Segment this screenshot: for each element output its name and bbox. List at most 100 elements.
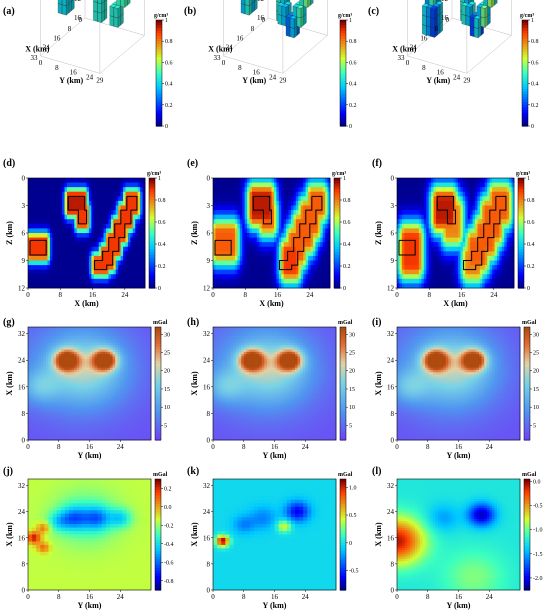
heatmap-cell [125, 246, 129, 252]
heatmap-cell [37, 246, 41, 252]
heatmap-cell [409, 210, 413, 216]
heatmap-cell [418, 178, 422, 183]
heatmap-cell [445, 269, 449, 275]
heatmap-cell [445, 278, 449, 284]
colorbar-swatch [340, 118, 346, 122]
heatmap-cell [213, 187, 216, 193]
voxel [240, 3, 246, 15]
heatmap-cell [489, 200, 493, 206]
heatmap-cell [30, 228, 34, 234]
box-edge [282, 35, 328, 74]
heatmap-cell [317, 187, 321, 193]
heatmap-cell [110, 187, 114, 193]
heatmap-cell [494, 242, 498, 248]
heatmap-cell [74, 242, 78, 248]
heatmap-cell [91, 251, 95, 257]
heatmap-cell [499, 278, 503, 284]
heatmap-cell [423, 269, 427, 275]
heatmap-cell [249, 223, 253, 229]
heatmap-cell [397, 196, 400, 202]
heatmap-cell [457, 205, 461, 211]
heatmap-cell [506, 255, 510, 261]
heatmap-cell [276, 187, 280, 193]
colorbar-tick-label: 0 [531, 124, 534, 130]
heatmap-cell [414, 265, 417, 271]
heatmap-cell [428, 178, 432, 183]
colorbar-swatch [340, 57, 346, 61]
heatmap-cell [254, 283, 258, 289]
heatmap-cell [220, 200, 224, 206]
heatmap-cell [409, 228, 413, 234]
colorbar-tick-label: 0.8 [531, 39, 539, 45]
heatmap-cell [278, 274, 282, 280]
heatmap-cell [115, 274, 119, 280]
heatmap-cell [215, 246, 219, 252]
heatmap-cell [421, 191, 425, 197]
heatmap-cell [93, 237, 97, 243]
heatmap-cell [59, 223, 63, 229]
heatmap-cell [460, 242, 464, 248]
heatmap-cell [225, 187, 229, 193]
heatmap-cell [137, 205, 141, 211]
colorbar-unit: g/cm³ [516, 171, 530, 177]
heatmap-cell [106, 274, 109, 280]
heatmap-cell [448, 246, 452, 252]
heatmap-cell [472, 196, 476, 202]
heatmap-cell [423, 283, 427, 289]
heatmap-cell [475, 210, 478, 216]
heatmap-cell [317, 219, 321, 225]
heatmap-cell [448, 237, 452, 243]
voxel [93, 1, 98, 13]
heatmap-cell [225, 219, 229, 225]
heatmap-cell [494, 214, 498, 220]
heatmap-cell [445, 274, 449, 280]
heatmap-cell [303, 191, 307, 197]
heatmap-cell [140, 242, 143, 248]
heatmap-cell [320, 219, 324, 225]
heatmap-cell [222, 274, 226, 280]
heatmap-cell [110, 205, 114, 211]
heatmap-cell [504, 274, 508, 280]
heatmap-cell [239, 228, 243, 234]
heatmap-cell [460, 187, 464, 193]
heatmap-cell [310, 246, 314, 252]
heatmap-cell [132, 242, 136, 248]
box-edge [99, 35, 145, 74]
heatmap-cell [487, 191, 491, 197]
heatmap-cell [404, 205, 408, 211]
heatmap-cell [433, 200, 437, 206]
heatmap-cell [506, 191, 510, 197]
heatmap-cell [404, 228, 408, 234]
heatmap-cell [462, 187, 466, 193]
heatmap-cell [479, 205, 483, 211]
heatmap-cell [467, 233, 471, 238]
heatmap-cell [499, 182, 503, 188]
voxel [426, 6, 431, 18]
heatmap-cell [325, 283, 328, 289]
heatmap-cell [496, 274, 500, 280]
heatmap-cell [239, 237, 243, 243]
heatmap-cell [460, 233, 464, 238]
heatmap-cell [431, 205, 434, 211]
heatmap-cell [448, 242, 452, 248]
heatmap-cell [52, 214, 56, 220]
voxels [422, 0, 498, 39]
heatmap-cell [276, 182, 280, 188]
heatmap-cell [244, 260, 248, 266]
heatmap-cell [234, 214, 238, 220]
heatmap-cell [397, 260, 400, 266]
heatmap-cell [462, 233, 466, 238]
heatmap-cell [220, 269, 224, 275]
heatmap-cell [401, 283, 405, 289]
heatmap-cell [450, 223, 454, 229]
heatmap-cell [310, 223, 314, 229]
heatmap-cell [271, 178, 275, 183]
heatmap-cell [86, 228, 90, 234]
colorbar-tick-label: 0.2 [527, 264, 535, 270]
heatmap-cell [115, 196, 119, 202]
heatmap-cell [220, 191, 224, 197]
heatmap-cell [110, 265, 114, 271]
heatmap-cell [293, 210, 297, 216]
heatmap-cell [222, 223, 226, 229]
heatmap-cell [278, 191, 282, 197]
